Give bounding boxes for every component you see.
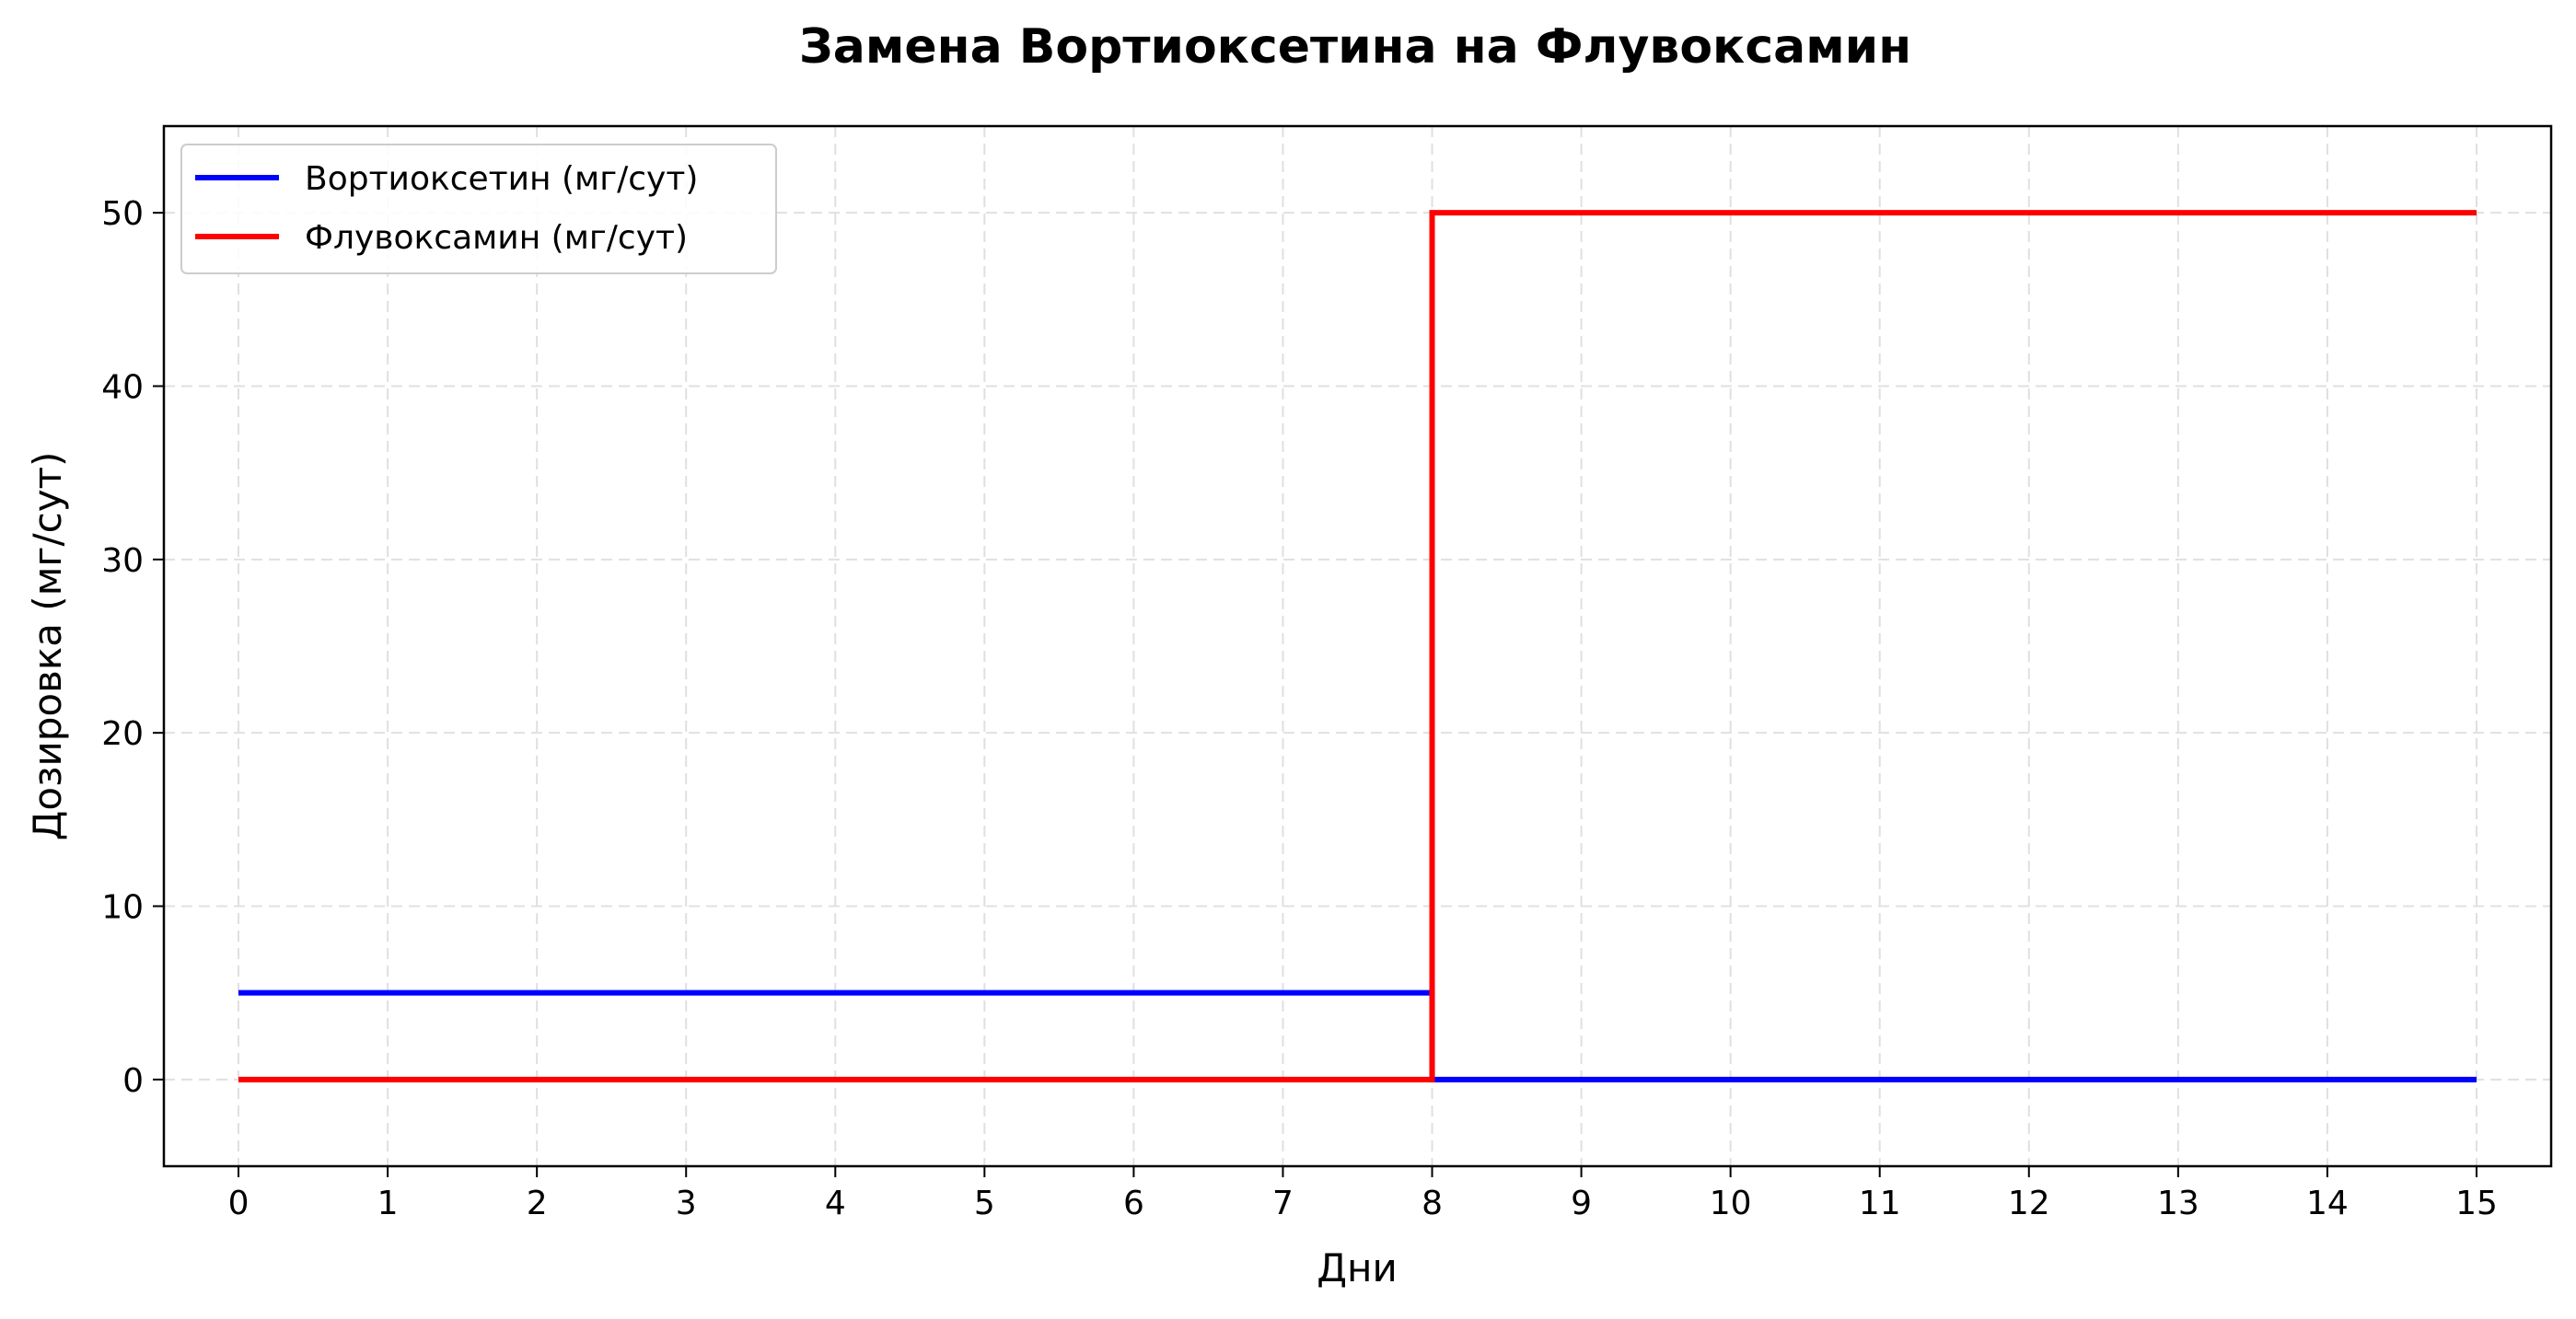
x-tick-label: 15 bbox=[2455, 1185, 2498, 1222]
chart-title: Замена Вортиоксетина на Флувоксамин bbox=[799, 19, 1911, 75]
y-tick-label: 40 bbox=[101, 369, 144, 407]
x-tick-label: 2 bbox=[527, 1185, 548, 1222]
y-axis: 0 10 20 30 40 50 bbox=[101, 195, 164, 1100]
y-axis-label: Дозировка (мг/сут) bbox=[25, 452, 70, 841]
x-tick-label: 11 bbox=[1859, 1185, 1901, 1222]
x-tick-label: 12 bbox=[2008, 1185, 2050, 1222]
plot-frame bbox=[162, 124, 2553, 1168]
x-tick-label: 8 bbox=[1421, 1185, 1443, 1222]
y-tick-label: 10 bbox=[101, 889, 144, 927]
y-tick-label: 0 bbox=[122, 1062, 144, 1100]
legend-box bbox=[180, 144, 777, 274]
legend-label: Флувоксамин (мг/сут) bbox=[305, 219, 688, 257]
x-tick-label: 5 bbox=[974, 1185, 995, 1222]
legend: Вортиоксетин (мг/сут) Флувоксамин (мг/сут… bbox=[180, 144, 777, 274]
grid bbox=[164, 126, 2551, 1166]
x-axis-label: Дни bbox=[1317, 1245, 1398, 1290]
y-tick-label: 30 bbox=[101, 542, 144, 580]
legend-label: Вортиоксетин (мг/сут) bbox=[305, 160, 698, 198]
y-tick-label: 20 bbox=[101, 715, 144, 753]
series-layer bbox=[238, 210, 2477, 1082]
x-tick-label: 9 bbox=[1571, 1185, 1592, 1222]
series-line-2 bbox=[238, 210, 2477, 1082]
x-tick-label: 7 bbox=[1272, 1185, 1294, 1222]
x-tick-label: 10 bbox=[1710, 1185, 1752, 1222]
series-line-1 bbox=[238, 989, 2477, 1082]
x-tick-label: 13 bbox=[2157, 1185, 2199, 1222]
x-tick-label: 14 bbox=[2306, 1185, 2349, 1222]
x-axis: 0 1 2 3 4 5 6 7 8 9 10 11 12 13 14 15 bbox=[228, 1166, 2498, 1222]
x-tick-label: 1 bbox=[377, 1185, 399, 1222]
x-tick-label: 3 bbox=[676, 1185, 697, 1222]
x-tick-label: 6 bbox=[1123, 1185, 1144, 1222]
y-tick-label: 50 bbox=[101, 195, 144, 233]
x-tick-label: 0 bbox=[228, 1185, 249, 1222]
x-tick-label: 4 bbox=[825, 1185, 846, 1222]
